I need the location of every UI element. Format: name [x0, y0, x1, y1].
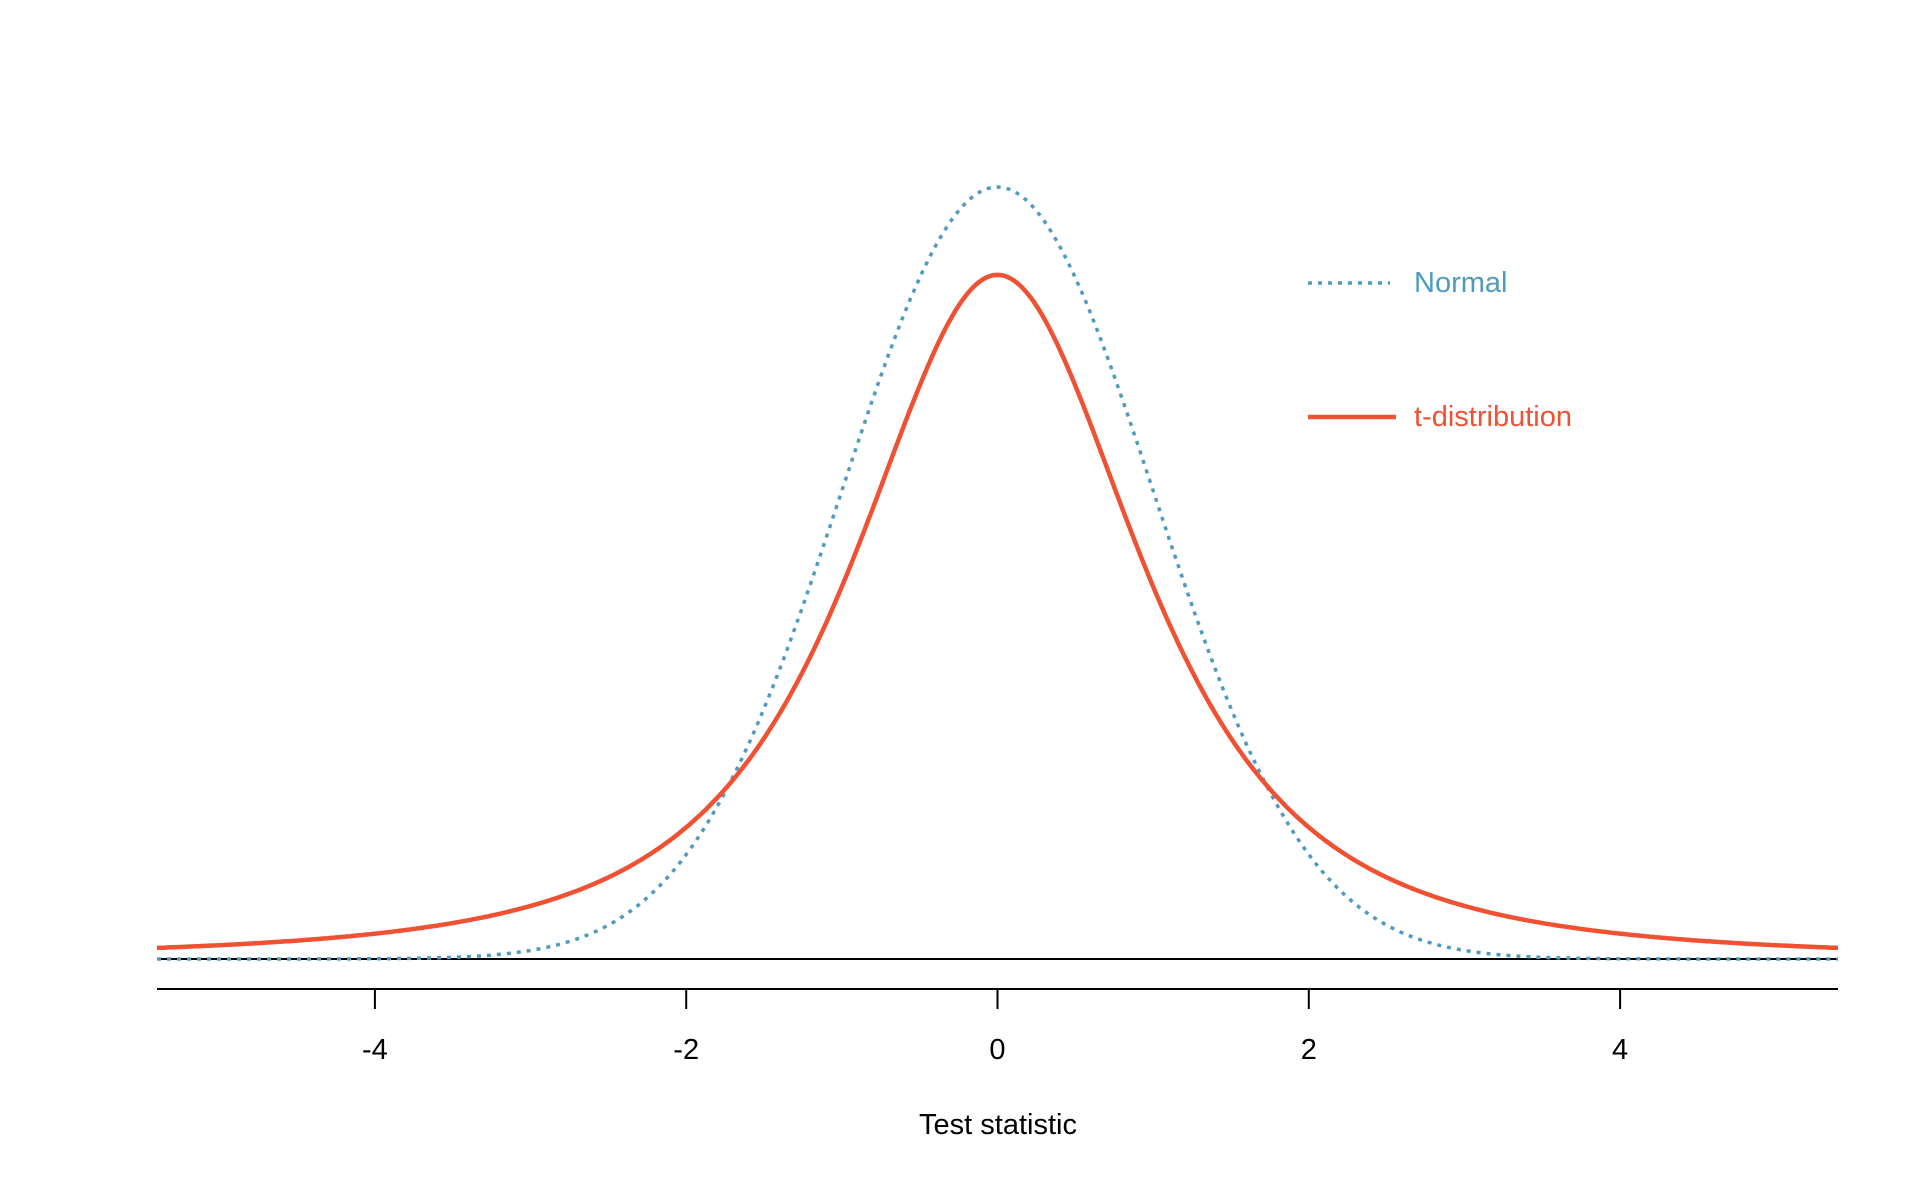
legend-label-normal: Normal — [1414, 267, 1507, 299]
series-line-t-distribution — [156, 272, 1839, 951]
legend-label-t-distribution: t-distribution — [1414, 401, 1572, 433]
x-tick-label: 2 — [1301, 1034, 1317, 1066]
x-tick-label: 0 — [989, 1034, 1005, 1066]
x-tick-label: 4 — [1612, 1034, 1628, 1066]
x-tick-label: -2 — [673, 1034, 699, 1066]
series-line-normal — [157, 185, 1838, 961]
x-axis-label: Test statistic — [919, 1109, 1077, 1141]
legend: Normal t-distribution — [1308, 267, 1572, 433]
x-tick-label: -4 — [362, 1034, 388, 1066]
